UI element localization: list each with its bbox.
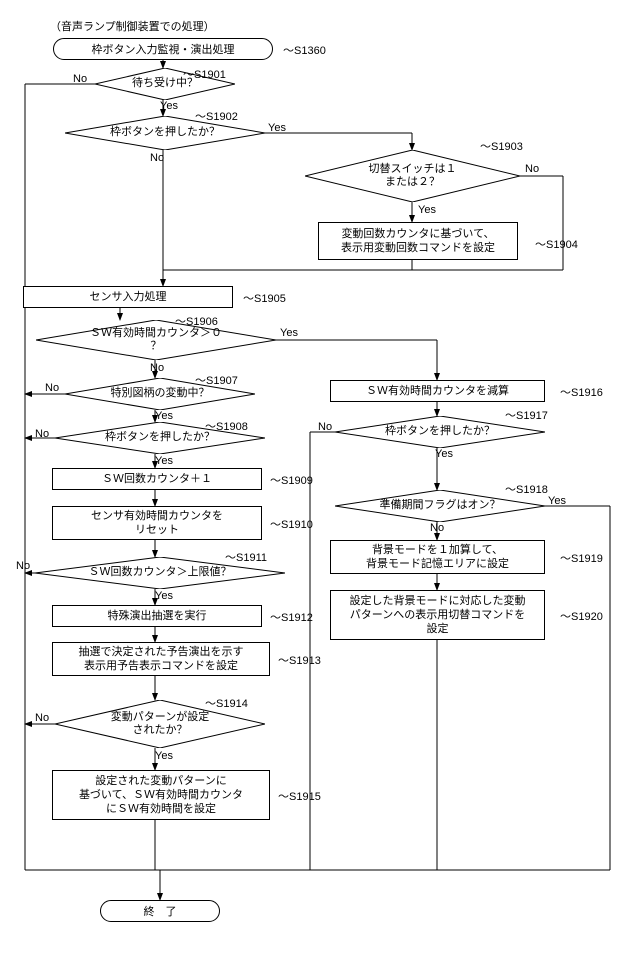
process-p1905: センサ入力処理 [23, 286, 233, 308]
step-label: ～S1903 [480, 138, 523, 154]
process-p1920: 設定した背景モードに対応した変動パターンへの表示用切替コマンドを設定 [330, 590, 545, 640]
branch-label: Yes [155, 590, 173, 602]
step-label: ～S1918 [505, 481, 548, 497]
step-label: ～S1916 [560, 384, 603, 400]
step-label: ～S1914 [205, 695, 248, 711]
terminator-end: 終 了 [100, 900, 220, 922]
header-note: （音声ランプ制御装置での処理） [50, 18, 215, 34]
step-label: ～S1902 [195, 108, 238, 124]
process-p1904: 変動回数カウンタに基づいて、表示用変動回数コマンドを設定 [318, 222, 518, 260]
process-p1910: センサ有効時間カウンタをリセット [52, 506, 262, 540]
step-label: ～S1910 [270, 516, 313, 532]
decision-d1906: ＳＷ有効時間カウンタ＞０？ [36, 320, 276, 360]
step-label: ～S1905 [243, 290, 286, 306]
branch-label: No [35, 712, 49, 724]
step-label: ～S1912 [270, 609, 313, 625]
branch-label: No [73, 73, 87, 85]
process-p1912: 特殊演出抽選を実行 [52, 605, 262, 627]
branch-label: Yes [280, 327, 298, 339]
branch-label: No [318, 421, 332, 433]
branch-label: No [150, 152, 164, 164]
branch-label: Yes [418, 204, 436, 216]
branch-label: Yes [268, 122, 286, 134]
branch-label: No [150, 362, 164, 374]
process-p1919: 背景モードを１加算して、背景モード記憶エリアに設定 [330, 540, 545, 574]
branch-label: Yes [435, 448, 453, 460]
step-label: ～S1904 [535, 236, 578, 252]
step-label: ～S1901 [183, 66, 226, 82]
branch-label: No [45, 382, 59, 394]
terminator-start: 枠ボタン入力監視・演出処理 [53, 38, 273, 60]
branch-label: Yes [155, 455, 173, 467]
step-label: ～S1909 [270, 472, 313, 488]
step-label: ～S1920 [560, 608, 603, 624]
branch-label: No [525, 163, 539, 175]
branch-label: Yes [548, 495, 566, 507]
decision-d1903: 切替スイッチは１または２？ [305, 150, 520, 202]
branch-label: Yes [160, 100, 178, 112]
step-label: ～S1906 [175, 313, 218, 329]
process-p1916: ＳＷ有効時間カウンタを減算 [330, 380, 545, 402]
process-p1909: ＳＷ回数カウンタ＋１ [52, 468, 262, 490]
branch-label: No [430, 522, 444, 534]
branch-label: Yes [155, 410, 173, 422]
process-p1913: 抽選で決定された予告演出を示す表示用予告表示コマンドを設定 [52, 642, 270, 676]
step-label: ～S1917 [505, 407, 548, 423]
step-label: ～S1915 [278, 788, 321, 804]
step-label: ～S1360 [283, 42, 326, 58]
step-label: ～S1919 [560, 550, 603, 566]
branch-label: No [16, 560, 30, 572]
branch-label: No [35, 428, 49, 440]
step-label: ～S1913 [278, 652, 321, 668]
step-label: ～S1908 [205, 418, 248, 434]
process-p1915: 設定された変動パターンに基づいて、ＳＷ有効時間カウンタにＳＷ有効時間を設定 [52, 770, 270, 820]
step-label: ～S1907 [195, 372, 238, 388]
branch-label: Yes [155, 750, 173, 762]
step-label: ～S1911 [225, 549, 267, 565]
